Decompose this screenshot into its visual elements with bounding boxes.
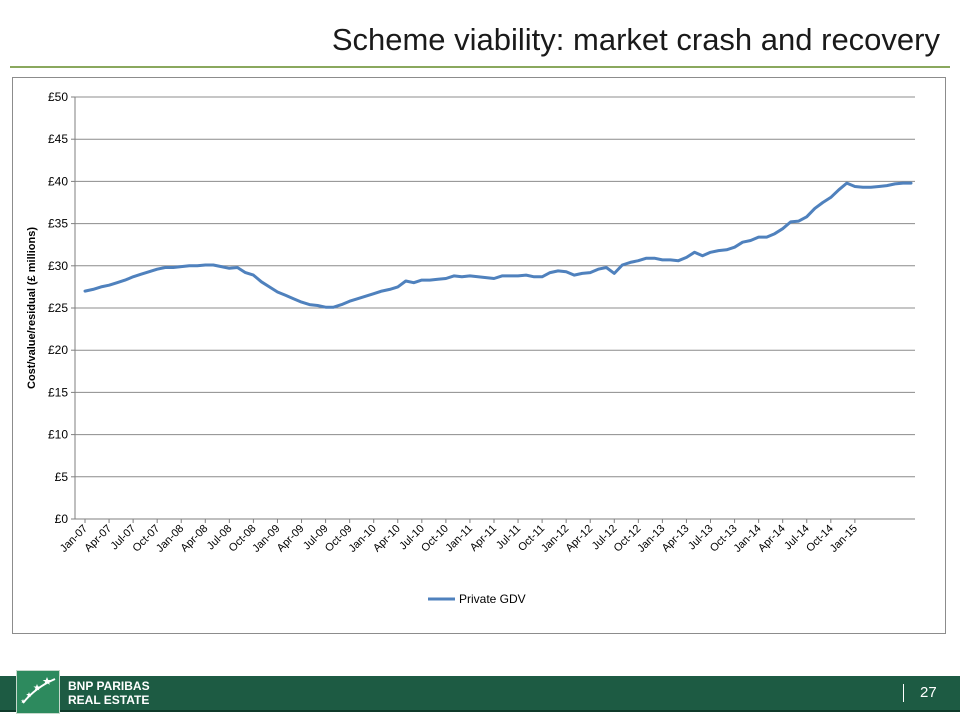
y-axis-label: Cost/value/residual (£ millions) — [26, 227, 38, 389]
y-tick-label: £40 — [48, 174, 68, 188]
x-tick-label: Apr-07 — [82, 523, 114, 555]
x-axis-ticks: Jan-07Apr-07Jul-07Oct-07Jan-08Apr-08Jul-… — [58, 519, 860, 555]
x-tick-label: Jan-15 — [828, 523, 860, 555]
x-tick-label: Apr-13 — [660, 523, 692, 555]
gridlines — [75, 96, 915, 478]
legend-label-private-gdv: Private GDV — [459, 592, 526, 606]
x-tick-label: Apr-09 — [275, 523, 307, 555]
page-number: 27 — [920, 684, 937, 701]
legend: Private GDV — [428, 592, 526, 606]
logo-stars-graphic — [20, 677, 56, 704]
x-tick-label: Apr-11 — [468, 523, 499, 554]
y-tick-label: £0 — [55, 512, 69, 526]
brand-line-1: BNP PARIBAS — [68, 679, 150, 693]
x-tick-label: Jan-11 — [443, 523, 475, 555]
y-tick-label: £30 — [48, 259, 68, 273]
x-tick-label: Apr-08 — [179, 523, 211, 555]
line-chart: £0 £5 £10 £15 £20 £25 £30 £35 £40 £45 £50 Jan-07Ap… — [26, 90, 915, 606]
slide-title: Scheme viability: market crash and recov… — [331, 22, 940, 57]
title-divider — [10, 66, 950, 68]
brand-name: BNP PARIBAS REAL ESTATE — [68, 679, 150, 707]
series-lines — [83, 181, 913, 309]
y-tick-label: £5 — [55, 470, 69, 484]
y-tick-label: £50 — [48, 90, 68, 104]
x-tick-label: Apr-14 — [756, 523, 788, 555]
page-number-separator — [903, 684, 904, 702]
bnp-paribas-stars-icon — [16, 670, 60, 714]
brand-line-2: REAL ESTATE — [68, 693, 150, 707]
y-tick-label: £15 — [48, 385, 68, 399]
footer-underline — [0, 710, 960, 712]
x-tick-label: Apr-12 — [564, 523, 596, 555]
y-tick-label: £45 — [48, 132, 68, 146]
series-line-private-gdv — [83, 181, 913, 309]
y-tick-label: £10 — [48, 428, 68, 442]
y-tick-label: £35 — [48, 217, 68, 231]
footer-bar — [0, 676, 960, 710]
y-tick-label: £20 — [48, 343, 68, 357]
y-tick-label: £25 — [48, 301, 68, 315]
y-axis-ticks: £0 £5 £10 £15 £20 £25 £30 £35 £40 £45 £50 — [48, 90, 75, 526]
x-tick-label: Apr-10 — [371, 523, 403, 555]
chart-frame: £0 £5 £10 £15 £20 £25 £30 £35 £40 £45 £50 Jan-07 Ap… — [12, 77, 946, 634]
